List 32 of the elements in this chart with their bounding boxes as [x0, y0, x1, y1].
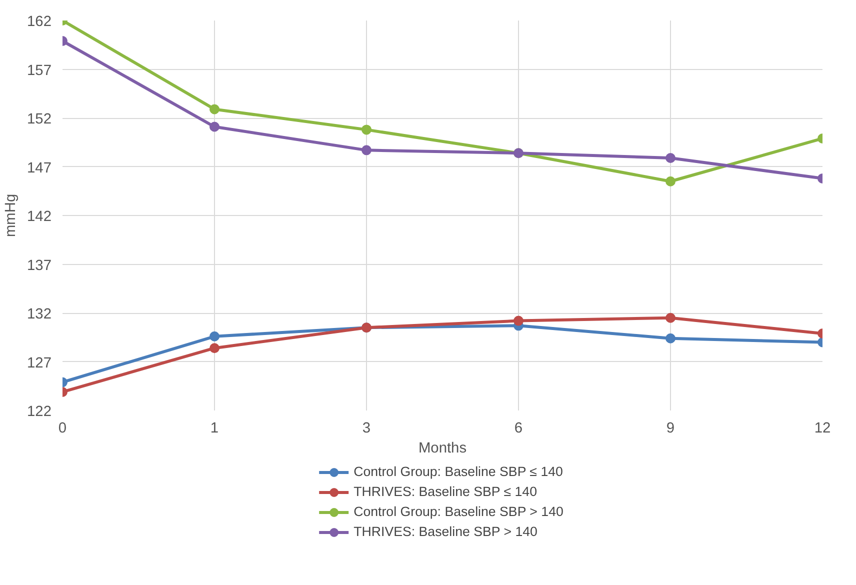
- x-tick-label: 6: [514, 420, 523, 436]
- point: [210, 122, 220, 132]
- legend-label: THRIVES: Baseline SBP > 140: [354, 524, 538, 539]
- x-tick-label: 1: [210, 420, 219, 436]
- y-tick-label: 137: [27, 258, 52, 274]
- x-tick-label: 0: [58, 420, 67, 436]
- point: [666, 312, 676, 323]
- x-tick-label: 3: [362, 420, 371, 436]
- y-tick-label: 122: [27, 404, 52, 420]
- y-tick-label: 152: [27, 112, 52, 128]
- x-tick-label: 9: [666, 420, 675, 436]
- x-tick-label: 12: [814, 420, 831, 436]
- y-tick-label: 147: [27, 160, 52, 176]
- point: [514, 316, 524, 326]
- legend-label: Control Group: Baseline SBP > 140: [354, 504, 564, 519]
- legend-label: THRIVES: Baseline SBP ≤ 140: [354, 484, 537, 499]
- point: [210, 343, 220, 354]
- point: [362, 145, 372, 156]
- x-axis-title: Months: [418, 440, 467, 456]
- y-tick-label: 157: [27, 62, 52, 79]
- y-tick-label: 127: [27, 355, 52, 372]
- point: [666, 333, 676, 344]
- point: [362, 124, 372, 135]
- y-tick-label: 132: [27, 306, 52, 322]
- point: [210, 331, 220, 342]
- y-tick-label: 142: [27, 209, 52, 225]
- y-tick-label: 162: [27, 14, 52, 30]
- legend-label: Control Group: Baseline SBP ≤ 140: [354, 464, 563, 479]
- point: [666, 176, 676, 186]
- point: [666, 152, 676, 163]
- point: [210, 104, 220, 114]
- y-axis-title: mmHg: [3, 194, 20, 238]
